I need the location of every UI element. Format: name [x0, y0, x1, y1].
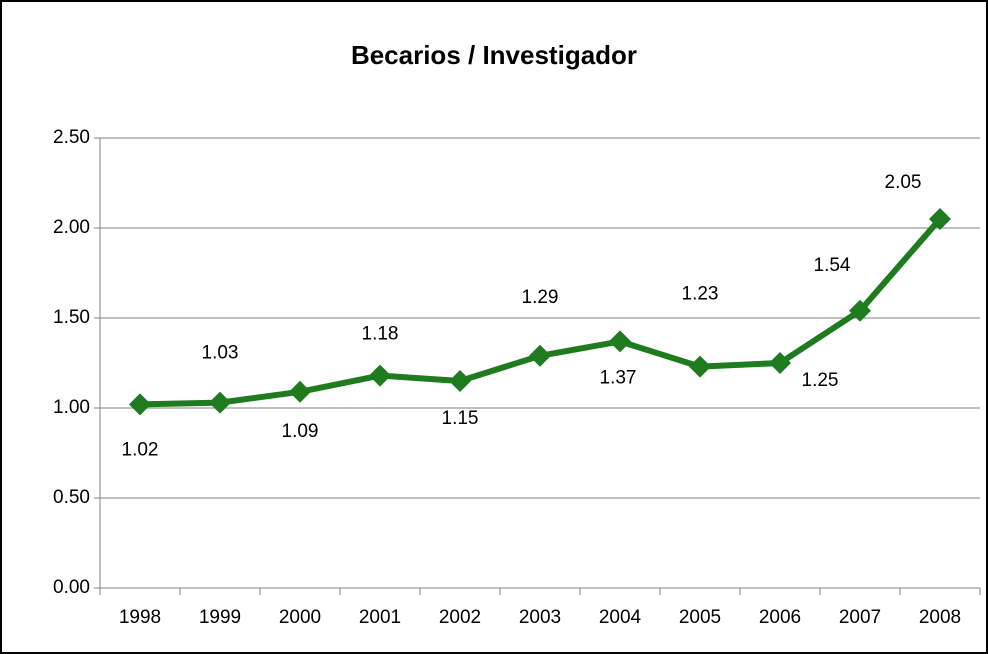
data-point [609, 330, 631, 353]
chart-title: Becarios / Investigador [351, 40, 637, 70]
data-label: 1.18 [362, 324, 399, 345]
data-label: 1.29 [522, 287, 559, 308]
data-point [929, 208, 951, 230]
data-point [529, 344, 551, 367]
data-label: 1.15 [442, 408, 479, 429]
x-tick-label: 2004 [599, 607, 642, 628]
x-tick-label: 2003 [519, 607, 561, 628]
data-label: 2.05 [885, 172, 922, 193]
data-label: 1.09 [282, 421, 319, 442]
x-tick-label: 2002 [439, 607, 481, 628]
x-tick-label: 2006 [759, 607, 801, 628]
data-point [449, 370, 471, 392]
data-point [849, 299, 871, 322]
data-label: 1.02 [122, 439, 159, 460]
x-tick-label: 1998 [119, 607, 161, 628]
y-tick-label: 2.50 [53, 127, 90, 148]
data-label: 1.54 [814, 255, 851, 276]
y-tick-label: 1.00 [53, 397, 90, 418]
x-tick-label: 1999 [199, 607, 241, 628]
y-tick-label: 2.00 [53, 217, 90, 238]
x-tick-label: 2008 [919, 607, 961, 628]
x-tick-label: 2001 [359, 607, 401, 628]
x-tick-label: 2000 [279, 607, 321, 628]
data-point [209, 391, 231, 414]
x-tick-label: 2005 [679, 607, 721, 628]
data-label: 1.03 [202, 343, 239, 364]
data-label: 1.23 [682, 284, 719, 305]
data-point [769, 352, 791, 374]
data-label: 1.37 [600, 367, 637, 388]
data-point [369, 364, 391, 387]
data-point [129, 393, 151, 416]
y-tick-label: 0.50 [53, 487, 90, 508]
data-label: 1.25 [802, 370, 839, 391]
data-point [689, 355, 711, 378]
data-point [289, 380, 311, 403]
x-tick-label: 2007 [839, 607, 881, 628]
y-tick-label: 1.50 [53, 307, 90, 328]
y-tick-label: 0.00 [53, 577, 90, 598]
